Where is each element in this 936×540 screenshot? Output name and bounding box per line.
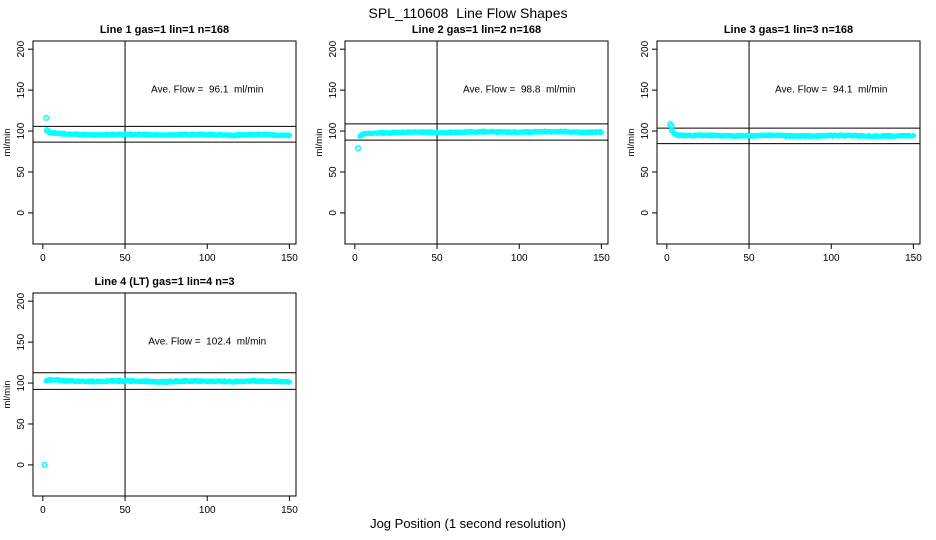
x-tick-label: 0 [352, 253, 358, 264]
x-axis-label: Jog Position (1 second resolution) [370, 516, 566, 531]
panel-line-2: Line 2 gas=1 lin=2 n=168 0 50 100 150 0 50 100 1… [314, 24, 610, 264]
y-tick-label: 50 [16, 166, 27, 178]
data-point [598, 130, 604, 136]
y-tick-label: 150 [16, 81, 27, 98]
main-title: SPL_110608 Line Flow Shapes [368, 5, 568, 21]
y-tick-label: 50 [16, 418, 27, 430]
y-tick-label: 50 [328, 166, 339, 178]
plot-box [656, 40, 921, 245]
panel-title: Line 2 gas=1 lin=2 n=168 [412, 24, 541, 36]
x-tick-label: 150 [593, 253, 610, 264]
x-tick-label: 100 [199, 505, 216, 516]
y-tick-label: 200 [16, 40, 27, 57]
y-tick-label: 0 [16, 210, 27, 216]
y-tick-label: 100 [328, 122, 339, 139]
x-tick-label: 0 [40, 505, 46, 516]
y-tick-label: 0 [328, 210, 339, 216]
y-tick-label: 200 [640, 40, 651, 57]
x-tick-label: 100 [823, 253, 840, 264]
x-tick-label: 50 [119, 253, 131, 264]
y-tick-label: 150 [640, 81, 651, 98]
x-tick-label: 50 [743, 253, 755, 264]
panel-title: Line 1 gas=1 lin=1 n=168 [100, 24, 229, 36]
y-tick-label: 150 [328, 81, 339, 98]
y-axis-label: ml/min [626, 129, 637, 157]
ave-flow-annotation: Ave. Flow = 94.1 ml/min [775, 85, 887, 96]
y-tick-label: 200 [16, 292, 27, 309]
panel-line-3: Line 3 gas=1 lin=3 n=168 0 50 100 150 0 50 100 1… [626, 24, 922, 264]
x-tick-label: 100 [511, 253, 528, 264]
x-tick-label: 0 [664, 253, 670, 264]
y-tick-label: 0 [640, 210, 651, 216]
outlier-point [43, 114, 50, 121]
y-tick-label: 100 [640, 122, 651, 139]
x-tick-label: 150 [905, 253, 922, 264]
x-tick-label: 100 [199, 253, 216, 264]
y-tick-label: 200 [328, 40, 339, 57]
y-axis-label: ml/min [314, 129, 325, 157]
ave-flow-annotation: Ave. Flow = 102.4 ml/min [148, 337, 266, 348]
ave-flow-annotation: Ave. Flow = 98.8 ml/min [463, 85, 575, 96]
x-tick-label: 50 [431, 253, 443, 264]
y-tick-label: 100 [16, 374, 27, 391]
panel-line-1: Line 1 gas=1 lin=1 n=168 0 50 100 150 0 50 100 1… [2, 24, 298, 264]
panel-title: Line 4 (LT) gas=1 lin=4 n=3 [94, 276, 234, 288]
x-tick-label: 0 [40, 253, 46, 264]
outlier-point [668, 127, 675, 134]
y-axis-label: ml/min [2, 129, 13, 157]
ave-flow-annotation: Ave. Flow = 96.1 ml/min [151, 85, 263, 96]
y-tick-label: 150 [16, 333, 27, 350]
y-tick-label: 100 [16, 122, 27, 139]
panel-title: Line 3 gas=1 lin=3 n=168 [724, 24, 853, 36]
plot-box [344, 40, 609, 245]
plot-box [32, 40, 297, 245]
y-tick-label: 50 [640, 166, 651, 178]
y-axis-label: ml/min [2, 381, 13, 409]
outlier-point [43, 127, 51, 134]
x-tick-label: 150 [281, 505, 298, 516]
plot-box [32, 292, 297, 497]
data-point [286, 379, 292, 385]
outlier-point [355, 145, 362, 152]
x-tick-label: 150 [281, 253, 298, 264]
x-tick-label: 50 [119, 505, 131, 516]
y-tick-label: 0 [16, 462, 27, 468]
panel-line-4: Line 4 (LT) gas=1 lin=4 n=3 0 50 100 150 0 50 1… [2, 276, 298, 516]
data-point [910, 133, 916, 139]
data-point [286, 132, 292, 138]
outlier-point [41, 461, 48, 468]
